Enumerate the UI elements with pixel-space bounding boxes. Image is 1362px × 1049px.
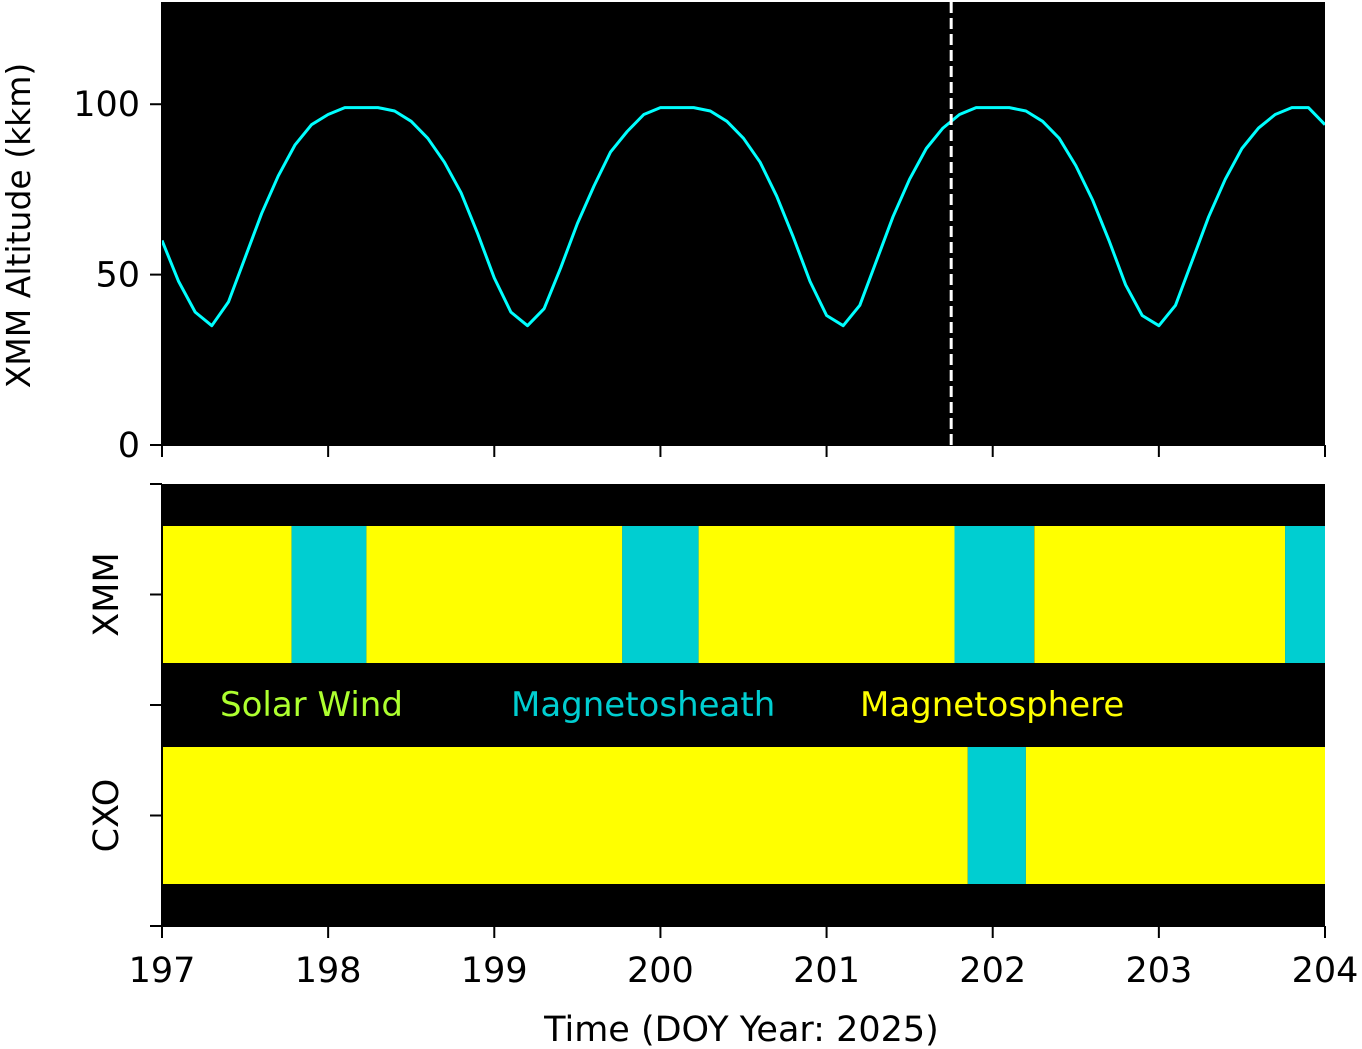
row-label-xmm: XMM (87, 552, 127, 636)
x-tick-label: 199 (461, 951, 528, 991)
segment-magnetosheath (967, 747, 1026, 884)
altitude-y-axis-label: XMM Altitude (kkm) (0, 63, 38, 389)
segment-magnetosheath (954, 526, 1035, 663)
segment-magnetosheath (1285, 526, 1325, 663)
row-cxo (162, 747, 1325, 884)
altitude-plot-background (162, 2, 1325, 445)
segment-magnetosphere (162, 526, 292, 663)
altitude-series-group (162, 2, 1325, 445)
x-tick-label: 202 (959, 951, 1026, 991)
altitude-y-tick-label: 100 (73, 85, 140, 125)
altitude-ticks: 0 50 100 (73, 2, 1326, 466)
region-ticks: XMM CXO 197 198 199 200 201 202 203 204 (87, 483, 1359, 991)
altitude-y-tick-label: 0 (118, 426, 140, 466)
legend-magnetosphere: Magnetosphere (860, 685, 1124, 725)
region-panel: Solar Wind Magnetosheath Magnetosphere XMM… (87, 483, 1359, 1049)
row-label-cxo: CXO (87, 779, 127, 853)
altitude-y-tick-label: 50 (95, 256, 140, 296)
x-tick-label: 204 (1292, 951, 1359, 991)
altitude-plot-area (162, 2, 1325, 445)
x-tick-label: 197 (129, 951, 196, 991)
row-xmm (162, 526, 1325, 663)
region-legend: Solar Wind Magnetosheath Magnetosphere (220, 685, 1124, 725)
x-tick-label: 198 (295, 951, 362, 991)
segment-magnetosheath (622, 526, 699, 663)
segment-magnetosphere (698, 526, 955, 663)
x-tick-label: 201 (793, 951, 860, 991)
altitude-line (162, 106, 1325, 328)
altitude-panel: 0 50 100 XMM Altitude (kkm) (0, 2, 1326, 466)
segment-magnetosphere (1034, 526, 1286, 663)
segment-magnetosphere (162, 747, 968, 884)
x-tick-label: 200 (627, 951, 694, 991)
segment-magnetosphere (1025, 747, 1325, 884)
x-tick-label: 203 (1125, 951, 1192, 991)
segment-magnetosphere (366, 526, 623, 663)
region-segments (162, 526, 1325, 884)
legend-solar-wind: Solar Wind (220, 685, 403, 725)
legend-magnetosheath: Magnetosheath (511, 685, 775, 725)
x-axis-label: Time (DOY Year: 2025) (543, 1010, 939, 1049)
segment-magnetosheath (291, 526, 367, 663)
